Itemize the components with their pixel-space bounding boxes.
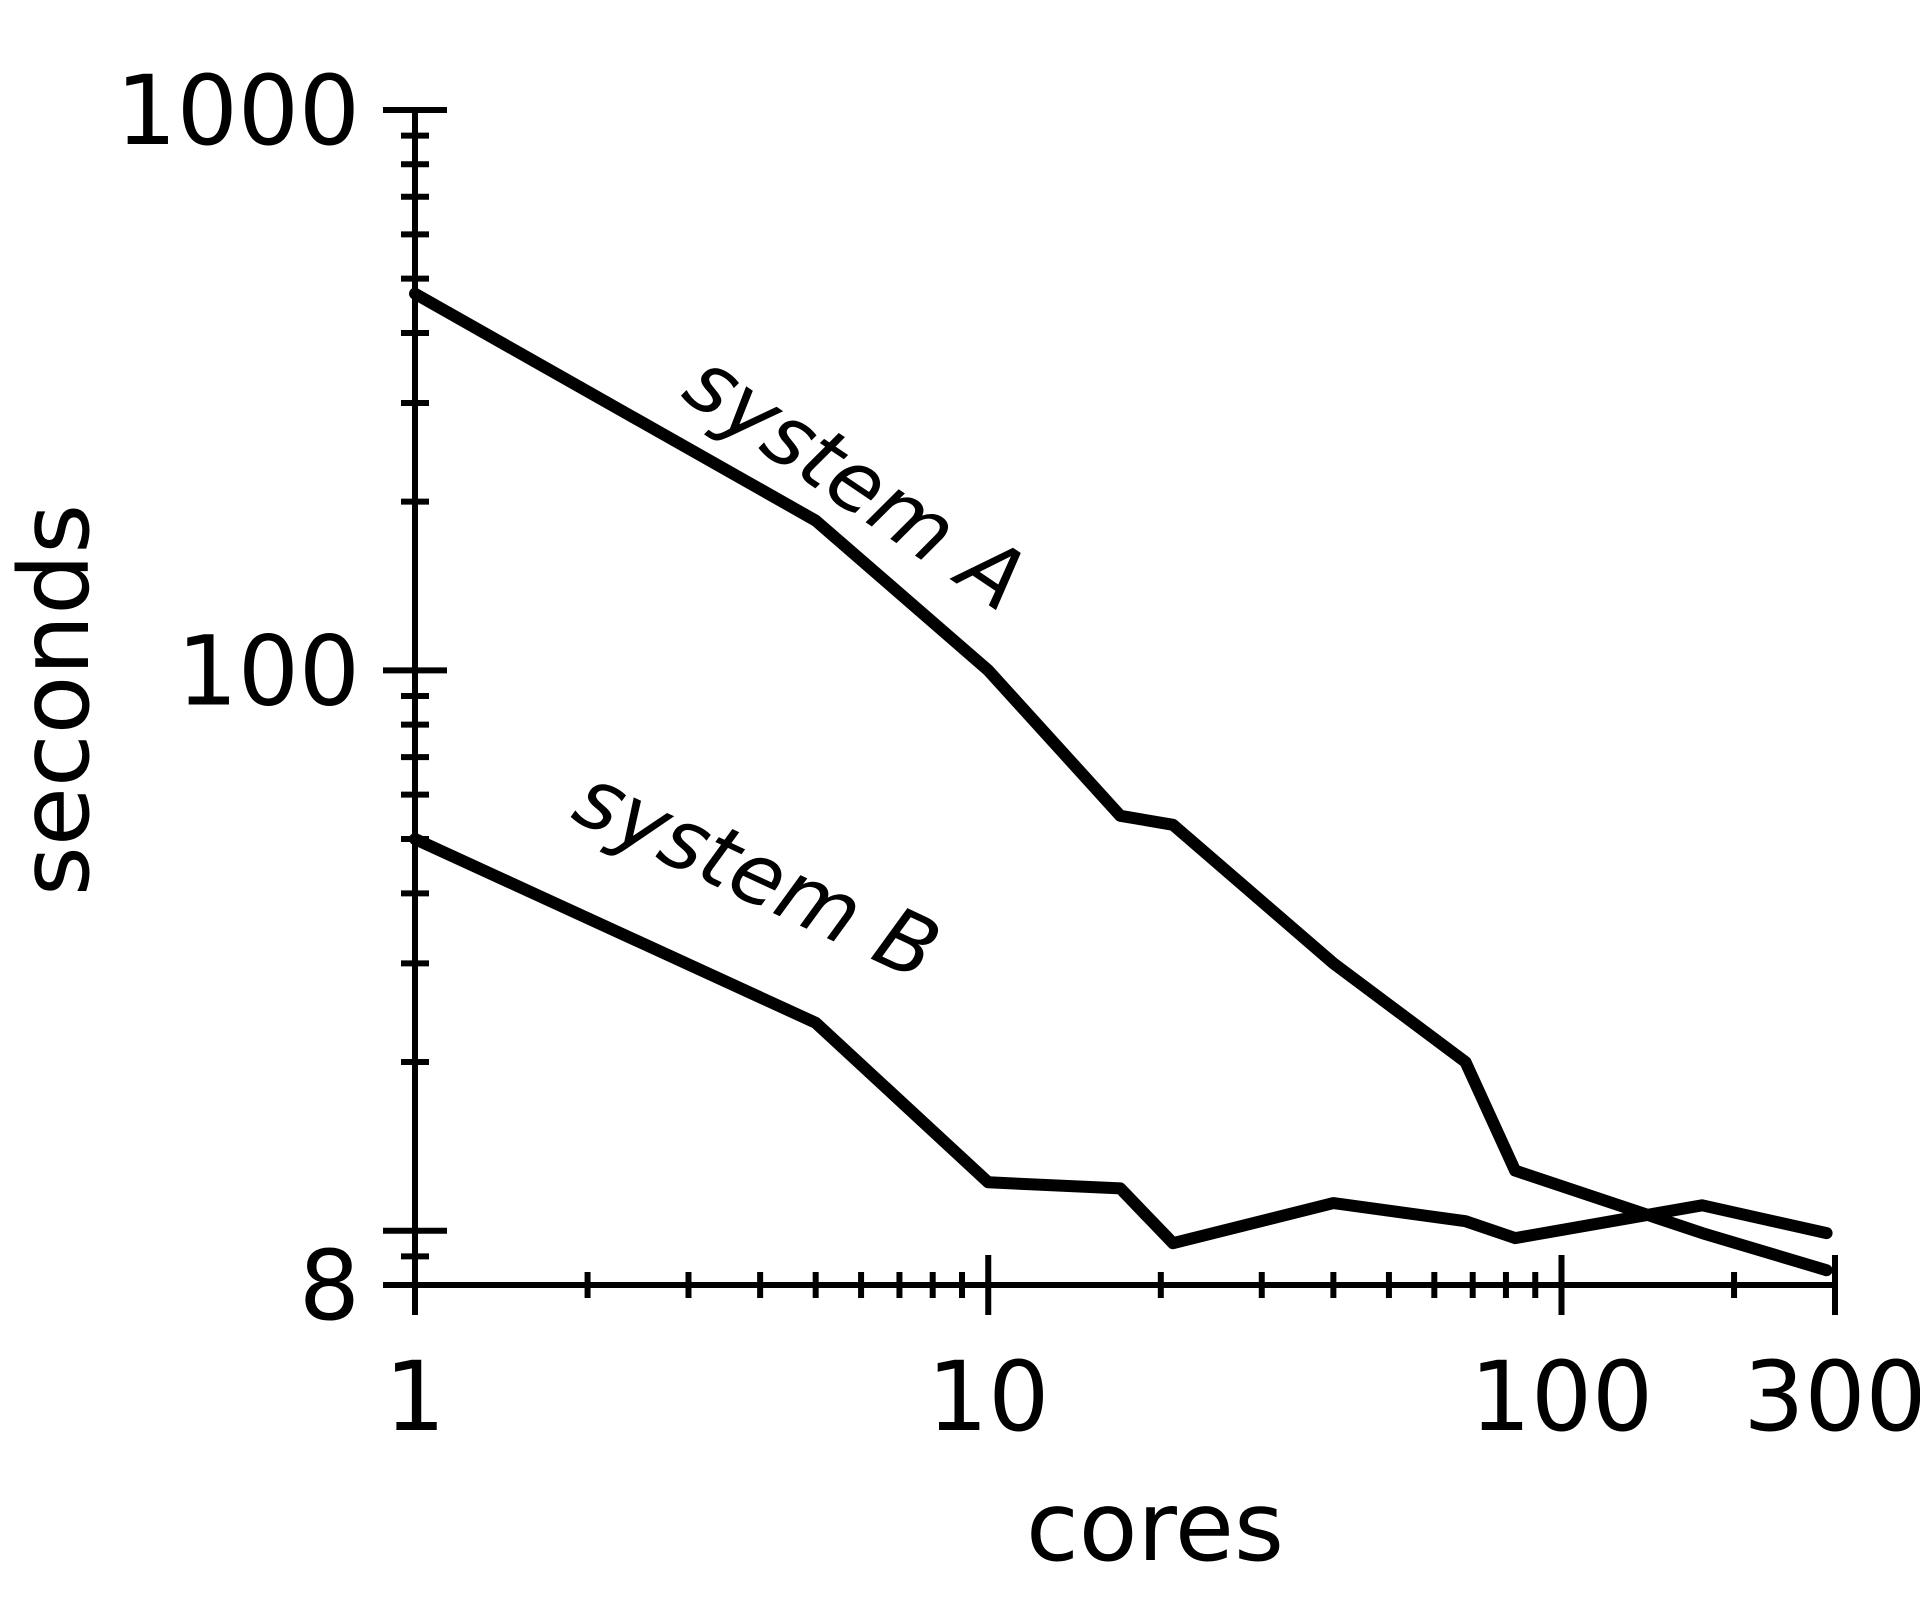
x-tick-label: 100 — [1470, 1341, 1653, 1453]
y-tick-label: 100 — [177, 615, 360, 727]
x-tick-label: 10 — [927, 1341, 1049, 1453]
y-tick-label: 8 — [299, 1230, 360, 1342]
series-labels: system A system B — [561, 332, 1045, 1000]
x-tick-label: 300 — [1743, 1341, 1920, 1453]
series-label-system-b: system B — [561, 747, 954, 1000]
y-axis-ticks — [383, 107, 447, 1288]
series-line-system-b — [409, 833, 1833, 1250]
series-label-system-a: system A — [668, 332, 1044, 630]
x-axis-ticks — [412, 1255, 1838, 1315]
y-axis-title: seconds — [0, 504, 111, 896]
y-tick-label: 1000 — [116, 55, 360, 167]
axes — [400, 110, 1835, 1288]
x-axis-title: cores — [1026, 1471, 1284, 1583]
x-tick-labels: 1 10 100 300 — [384, 1341, 1920, 1453]
x-tick-label: 1 — [384, 1341, 445, 1453]
series-line-system-a — [409, 287, 1833, 1277]
y-tick-labels: 8 100 1000 — [116, 55, 360, 1342]
series-lines — [409, 287, 1833, 1277]
